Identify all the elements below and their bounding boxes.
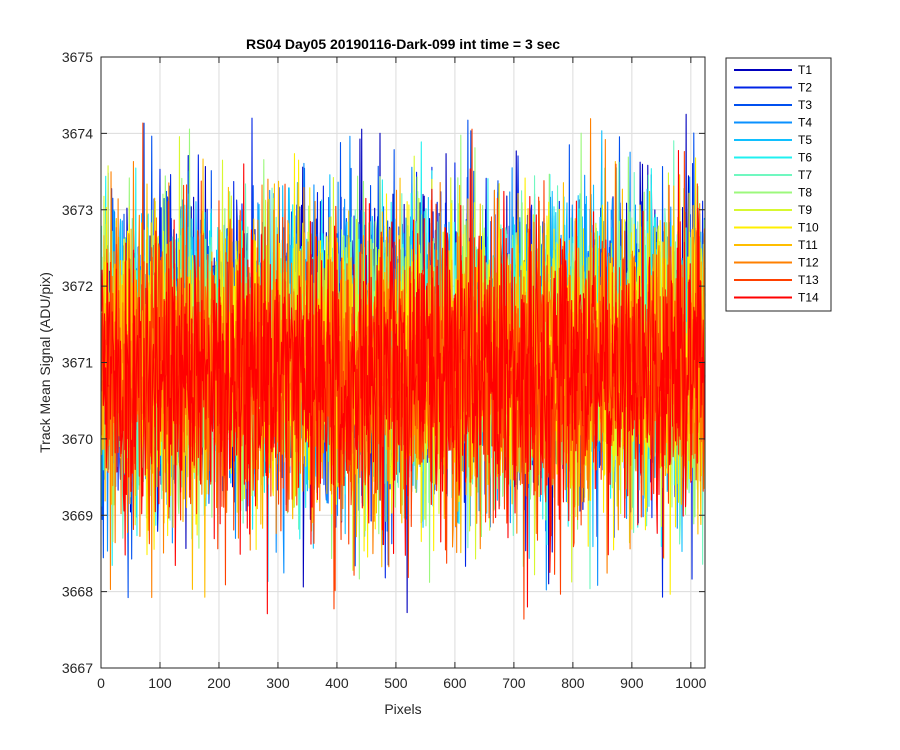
y-tick-label: 3672	[62, 278, 93, 294]
series-line-t14	[101, 149, 706, 615]
x-tick-label: 300	[266, 675, 290, 691]
legend-label-t12: T12	[798, 256, 819, 270]
y-tick-label: 3670	[62, 431, 93, 447]
x-tick-label: 500	[384, 675, 408, 691]
series-lines	[101, 113, 706, 620]
legend-box	[725, 57, 832, 312]
legend-label-t11: T11	[798, 238, 818, 252]
y-axis-label: Track Mean Signal (ADU/pix)	[37, 272, 53, 453]
y-tick-label: 3671	[62, 355, 93, 371]
legend-label-t2: T2	[798, 81, 812, 95]
legend-label-t10: T10	[798, 221, 819, 235]
x-tick-label: 200	[207, 675, 231, 691]
x-tick-label: 1000	[675, 675, 706, 691]
y-tick-label: 3675	[62, 49, 93, 65]
legend-label-t6: T6	[798, 151, 812, 165]
legend-label-t13: T13	[798, 273, 819, 287]
y-tick-label: 3669	[62, 507, 93, 523]
x-tick-label: 700	[502, 675, 526, 691]
x-tick-label: 400	[325, 675, 349, 691]
chart-title: RS04 Day05 20190116-Dark-099 int time = …	[246, 36, 560, 52]
x-tick-label: 800	[561, 675, 585, 691]
y-tick-label: 3673	[62, 202, 93, 218]
legend: T1 T2 T3 T4 T5 T6 T7 T8 T9 T10 T11 T12 T13 T14	[725, 57, 832, 312]
x-tick-label: 900	[620, 675, 644, 691]
axis-ticks: 0 100 200 300 400 500 600 700 800 900 1000 3667 3668…	[62, 49, 707, 691]
y-tick-label: 3668	[62, 584, 93, 600]
legend-label-t14: T14	[798, 291, 819, 305]
legend-label-t1: T1	[798, 63, 812, 77]
legend-label-t4: T4	[798, 116, 812, 130]
legend-label-t8: T8	[798, 186, 812, 200]
legend-label-t7: T7	[798, 168, 812, 182]
x-tick-label: 0	[97, 675, 105, 691]
x-tick-label: 600	[443, 675, 467, 691]
y-tick-label: 3667	[62, 660, 93, 676]
x-axis-label: Pixels	[384, 701, 421, 717]
x-tick-label: 100	[148, 675, 172, 691]
legend-label-t3: T3	[798, 98, 812, 112]
legend-label-t9: T9	[798, 203, 812, 217]
legend-label-t5: T5	[798, 133, 812, 147]
y-tick-label: 3674	[62, 125, 93, 141]
